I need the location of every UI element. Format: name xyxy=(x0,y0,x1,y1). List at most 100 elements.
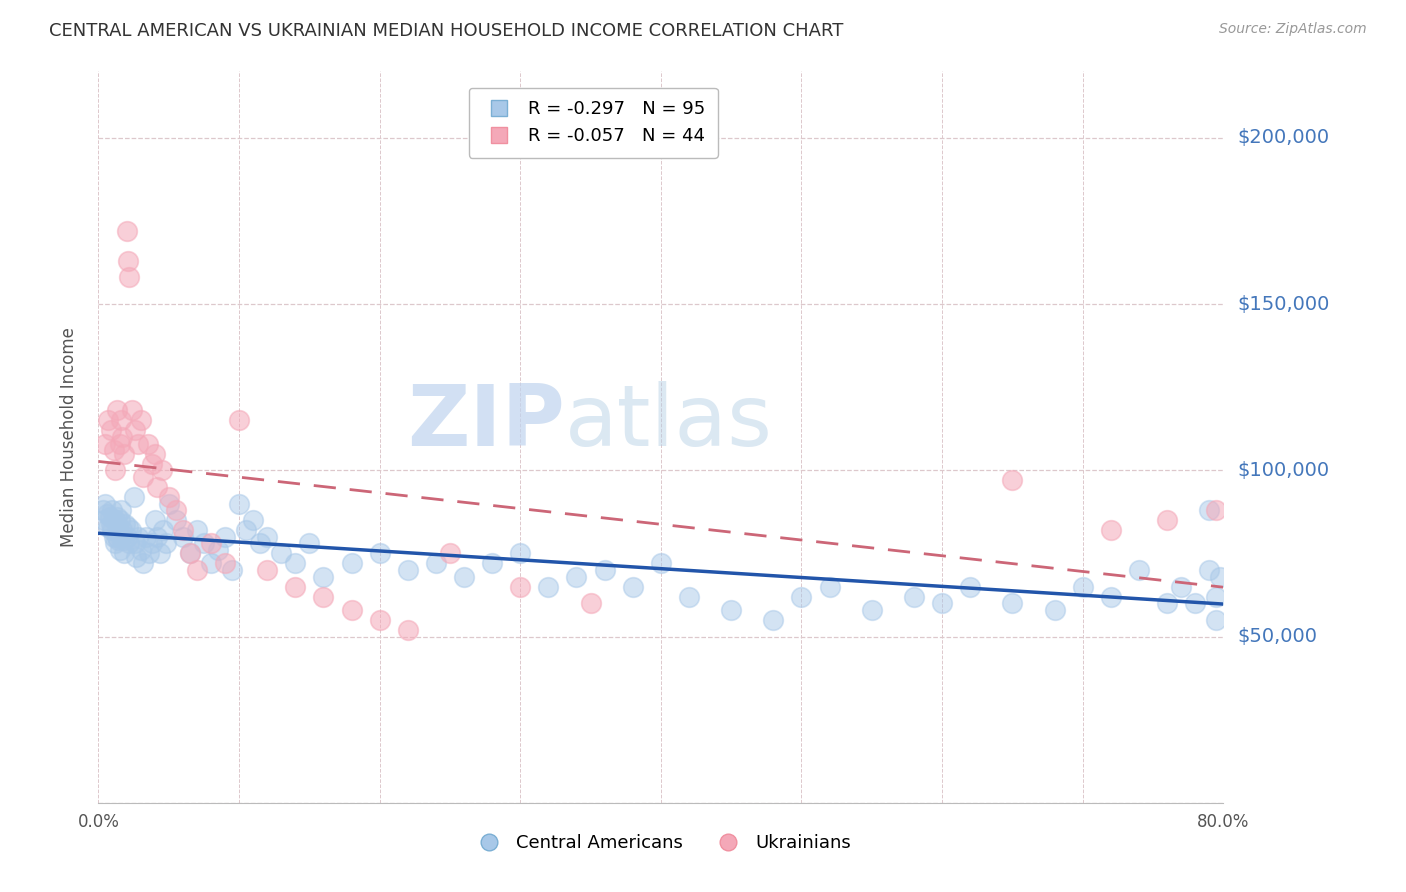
Point xyxy=(141,457,163,471)
Text: Source: ZipAtlas.com: Source: ZipAtlas.com xyxy=(1219,22,1367,37)
Point xyxy=(110,530,132,544)
Point xyxy=(118,270,141,285)
Point xyxy=(481,557,503,571)
Point xyxy=(860,603,883,617)
Point xyxy=(135,530,157,544)
Point xyxy=(91,503,114,517)
Text: atlas: atlas xyxy=(565,381,773,464)
Point xyxy=(200,557,222,571)
Point xyxy=(509,546,531,560)
Point xyxy=(112,447,135,461)
Point xyxy=(186,523,208,537)
Point xyxy=(110,413,132,427)
Point xyxy=(115,530,138,544)
Point xyxy=(104,536,127,550)
Point xyxy=(1156,513,1178,527)
Point xyxy=(157,497,180,511)
Point xyxy=(111,430,134,444)
Point xyxy=(565,570,588,584)
Point xyxy=(340,557,363,571)
Point xyxy=(155,536,177,550)
Point xyxy=(284,557,307,571)
Point xyxy=(105,509,128,524)
Point xyxy=(125,549,148,564)
Point xyxy=(368,613,391,627)
Point xyxy=(1198,563,1220,577)
Point xyxy=(903,590,925,604)
Point xyxy=(179,546,201,560)
Point xyxy=(172,530,194,544)
Point xyxy=(396,563,419,577)
Point xyxy=(1205,503,1227,517)
Point xyxy=(1043,603,1066,617)
Point xyxy=(157,490,180,504)
Point xyxy=(108,436,131,450)
Point xyxy=(97,413,120,427)
Point xyxy=(98,509,121,524)
Point xyxy=(298,536,321,550)
Point xyxy=(179,546,201,560)
Point xyxy=(228,497,250,511)
Point xyxy=(453,570,475,584)
Text: $200,000: $200,000 xyxy=(1237,128,1329,147)
Point xyxy=(425,557,447,571)
Point xyxy=(112,533,135,548)
Point xyxy=(150,463,173,477)
Point xyxy=(97,520,120,534)
Point xyxy=(1205,613,1227,627)
Point xyxy=(214,557,236,571)
Point xyxy=(103,530,125,544)
Point xyxy=(186,563,208,577)
Point xyxy=(117,253,139,268)
Point xyxy=(132,470,155,484)
Point xyxy=(94,436,117,450)
Point xyxy=(284,580,307,594)
Point xyxy=(146,480,169,494)
Point xyxy=(152,523,174,537)
Point xyxy=(1209,570,1232,584)
Point xyxy=(127,530,149,544)
Point xyxy=(108,543,131,558)
Point xyxy=(94,497,117,511)
Point xyxy=(129,543,152,558)
Y-axis label: Median Household Income: Median Household Income xyxy=(59,327,77,547)
Point xyxy=(138,546,160,560)
Text: CENTRAL AMERICAN VS UKRAINIAN MEDIAN HOUSEHOLD INCOME CORRELATION CHART: CENTRAL AMERICAN VS UKRAINIAN MEDIAN HOU… xyxy=(49,22,844,40)
Point xyxy=(312,570,335,584)
Point xyxy=(165,513,187,527)
Point xyxy=(100,516,122,531)
Point xyxy=(103,443,125,458)
Point xyxy=(762,613,785,627)
Point xyxy=(112,546,135,560)
Point xyxy=(1001,473,1024,487)
Point xyxy=(242,513,264,527)
Point xyxy=(149,546,172,560)
Point xyxy=(340,603,363,617)
Point xyxy=(650,557,672,571)
Point xyxy=(439,546,461,560)
Point xyxy=(96,507,118,521)
Point xyxy=(678,590,700,604)
Point xyxy=(127,436,149,450)
Point xyxy=(959,580,981,594)
Point xyxy=(141,536,163,550)
Point xyxy=(207,543,229,558)
Point xyxy=(120,523,142,537)
Point xyxy=(1170,580,1192,594)
Point xyxy=(193,536,215,550)
Point xyxy=(200,536,222,550)
Point xyxy=(143,447,166,461)
Point xyxy=(256,563,278,577)
Point xyxy=(132,557,155,571)
Point xyxy=(118,536,141,550)
Point xyxy=(165,503,187,517)
Point xyxy=(256,530,278,544)
Point xyxy=(509,580,531,594)
Point xyxy=(104,513,127,527)
Point xyxy=(172,523,194,537)
Point xyxy=(104,463,127,477)
Point xyxy=(1205,590,1227,604)
Text: ZIP: ZIP xyxy=(408,381,565,464)
Point xyxy=(117,520,139,534)
Point xyxy=(110,503,132,517)
